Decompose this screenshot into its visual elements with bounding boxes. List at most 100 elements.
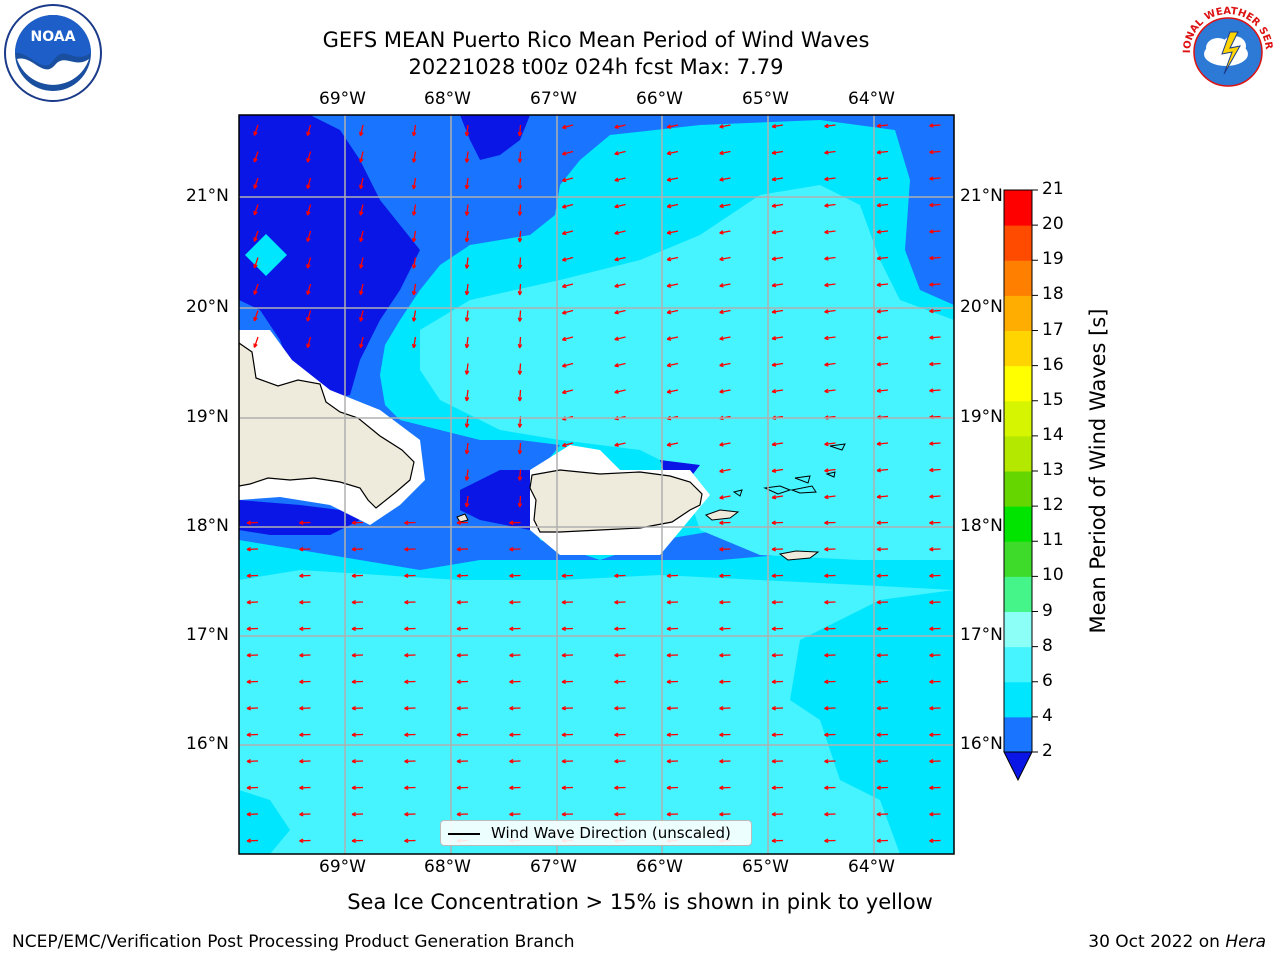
wind-arrow-head <box>824 178 829 182</box>
colorbar-tick-label: 6 <box>1042 670 1053 691</box>
wind-arrow <box>929 468 941 471</box>
wind-arrow <box>412 310 417 322</box>
wind-arrow <box>465 257 469 269</box>
wind-arrow-head <box>562 233 567 236</box>
wind-arrow <box>253 177 259 189</box>
wind-arrow-head <box>404 628 409 632</box>
wind-arrow-head <box>666 654 671 658</box>
wind-arrow <box>465 310 469 322</box>
wind-arrow <box>614 336 626 341</box>
wind-arrow <box>877 177 889 180</box>
wind-arrow <box>719 362 731 367</box>
wind-arrow-head <box>614 681 619 685</box>
wind-arrow <box>306 257 312 269</box>
wind-arrow <box>929 362 941 365</box>
wind-arrow <box>562 283 574 288</box>
wind-arrow-head <box>929 548 934 552</box>
colorbar-segment <box>1004 260 1032 296</box>
wind-arrow-head <box>359 264 364 269</box>
wind-arrow-head <box>929 257 934 261</box>
wind-arrow-head <box>771 391 777 394</box>
wind-arrow <box>519 310 522 322</box>
wind-arrow-head <box>929 654 934 658</box>
wind-arrow-head <box>771 444 777 447</box>
wind-arrow-head <box>719 734 724 738</box>
wind-arrow-head <box>466 503 470 508</box>
wind-arrow <box>253 257 259 269</box>
colorbar-tick-label: 4 <box>1042 705 1053 726</box>
lat-label-left-16n: 16°N <box>186 734 229 754</box>
wind-arrow-head <box>824 470 829 473</box>
wind-arrow <box>824 309 836 313</box>
wind-arrow-head <box>929 734 934 738</box>
wind-arrow-head <box>929 707 934 711</box>
wind-arrow-head <box>519 503 523 508</box>
wind-arrow-head <box>876 443 882 447</box>
wind-arrow-head <box>404 707 409 711</box>
wind-arrow-head <box>246 681 251 685</box>
wind-arrow <box>929 336 941 339</box>
wind-arrow <box>359 336 364 348</box>
wind-arrow-head <box>771 126 777 129</box>
noaa-logo: NOAA <box>4 4 102 102</box>
wind-arrow-head <box>519 185 523 190</box>
colorbar-tick-label: 2 <box>1042 741 1053 761</box>
wind-arrow <box>359 310 364 322</box>
wind-arrow-head <box>929 787 934 791</box>
colorbar-extend-arrow <box>1003 751 1033 782</box>
wind-arrow-head <box>299 654 304 658</box>
wind-arrow-head <box>299 522 304 526</box>
wind-arrow <box>519 257 522 269</box>
wind-arrow-head <box>824 813 829 817</box>
wind-arrow-head <box>561 654 566 658</box>
wind-arrow <box>929 389 941 392</box>
lon-label-top-68w: 68°W <box>424 89 471 109</box>
wind-arrow <box>465 495 469 507</box>
wind-arrow-head <box>466 317 470 322</box>
wind-arrow-head <box>824 654 829 658</box>
wind-arrow-head <box>519 211 523 216</box>
wind-arrow <box>519 283 522 296</box>
wind-arrow-head <box>614 628 619 632</box>
footer-organization: NCEP/EMC/Verification Post Processing Pr… <box>12 932 575 952</box>
wind-arrow-head <box>351 548 356 552</box>
wind-arrow-head <box>876 734 881 738</box>
wind-arrow <box>562 442 574 447</box>
wind-arrow-head <box>824 734 829 738</box>
wind-arrow-head <box>929 310 934 314</box>
wind-arrow-head <box>929 628 934 632</box>
wind-arrow-head <box>456 601 461 605</box>
lat-label-right-21n: 21°N <box>960 186 1003 206</box>
wind-arrow <box>719 256 731 261</box>
wind-arrow-head <box>929 813 934 817</box>
colorbar-segment <box>1004 330 1032 367</box>
wind-arrow <box>824 150 836 154</box>
wind-arrow <box>562 203 574 208</box>
wind-arrow <box>719 442 731 446</box>
wind-arrow-head <box>771 760 776 764</box>
wind-arrow-head <box>466 185 470 190</box>
wind-arrow-head <box>614 153 619 156</box>
wind-arrow-head <box>666 628 671 632</box>
wind-arrow <box>824 442 836 446</box>
wind-arrow-head <box>666 681 671 685</box>
colorbar-segment <box>1004 471 1032 507</box>
wind-arrow-head <box>614 179 619 182</box>
colorbar-segment <box>1004 576 1032 612</box>
wind-arrow <box>929 256 941 259</box>
wind-arrow-head <box>719 232 724 235</box>
wind-arrow-head <box>614 312 619 315</box>
wind-arrow-head <box>509 813 514 817</box>
lat-label-right-19n: 19°N <box>960 407 1003 427</box>
wind-arrow <box>667 124 679 128</box>
wind-arrow <box>929 415 941 418</box>
wind-arrow <box>465 124 469 136</box>
wind-arrow-head <box>876 125 882 129</box>
colorbar-tick-label: 9 <box>1042 600 1053 621</box>
wind-arrow-head <box>404 840 409 844</box>
wind-arrow-head <box>667 312 672 315</box>
wind-arrow <box>877 230 889 233</box>
wind-arrow-head <box>253 238 258 242</box>
wind-arrow-head <box>719 258 724 262</box>
